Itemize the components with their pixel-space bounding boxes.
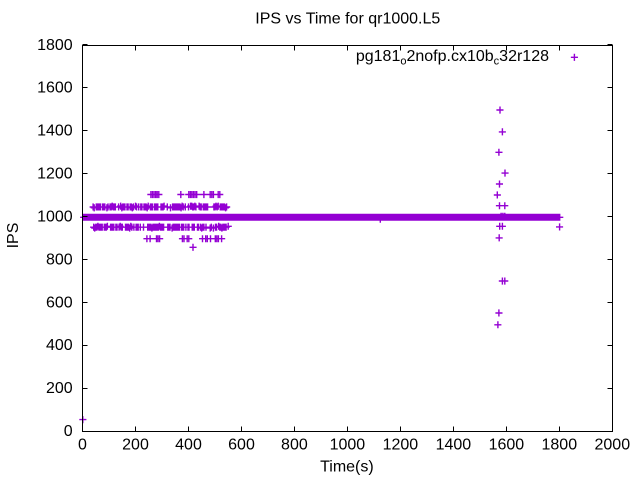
svg-text:600: 600 — [228, 437, 255, 454]
svg-text:800: 800 — [281, 437, 308, 454]
svg-text:2000: 2000 — [595, 437, 631, 454]
svg-text:400: 400 — [46, 337, 73, 354]
svg-text:600: 600 — [46, 294, 73, 311]
svg-text:1800: 1800 — [37, 37, 73, 54]
svg-text:1000: 1000 — [330, 437, 366, 454]
svg-text:1400: 1400 — [436, 437, 472, 454]
svg-text:1600: 1600 — [37, 80, 73, 97]
svg-text:IPS: IPS — [5, 223, 22, 249]
svg-text:1400: 1400 — [37, 123, 73, 140]
svg-text:Time(s): Time(s) — [320, 459, 374, 476]
svg-text:1800: 1800 — [542, 437, 578, 454]
svg-text:0: 0 — [78, 437, 87, 454]
svg-text:800: 800 — [46, 251, 73, 268]
svg-text:200: 200 — [122, 437, 149, 454]
svg-text:1200: 1200 — [383, 437, 419, 454]
svg-text:1000: 1000 — [37, 208, 73, 225]
svg-text:IPS vs Time for qr1000.L5: IPS vs Time for qr1000.L5 — [255, 11, 440, 28]
svg-text:200: 200 — [46, 380, 73, 397]
svg-text:0: 0 — [64, 423, 73, 440]
svg-text:1600: 1600 — [489, 437, 525, 454]
svg-text:pg181o2nofp.cx10bc32r128: pg181o2nofp.cx10bc32r128 — [356, 48, 549, 68]
svg-text:400: 400 — [175, 437, 202, 454]
svg-text:1200: 1200 — [37, 166, 73, 183]
